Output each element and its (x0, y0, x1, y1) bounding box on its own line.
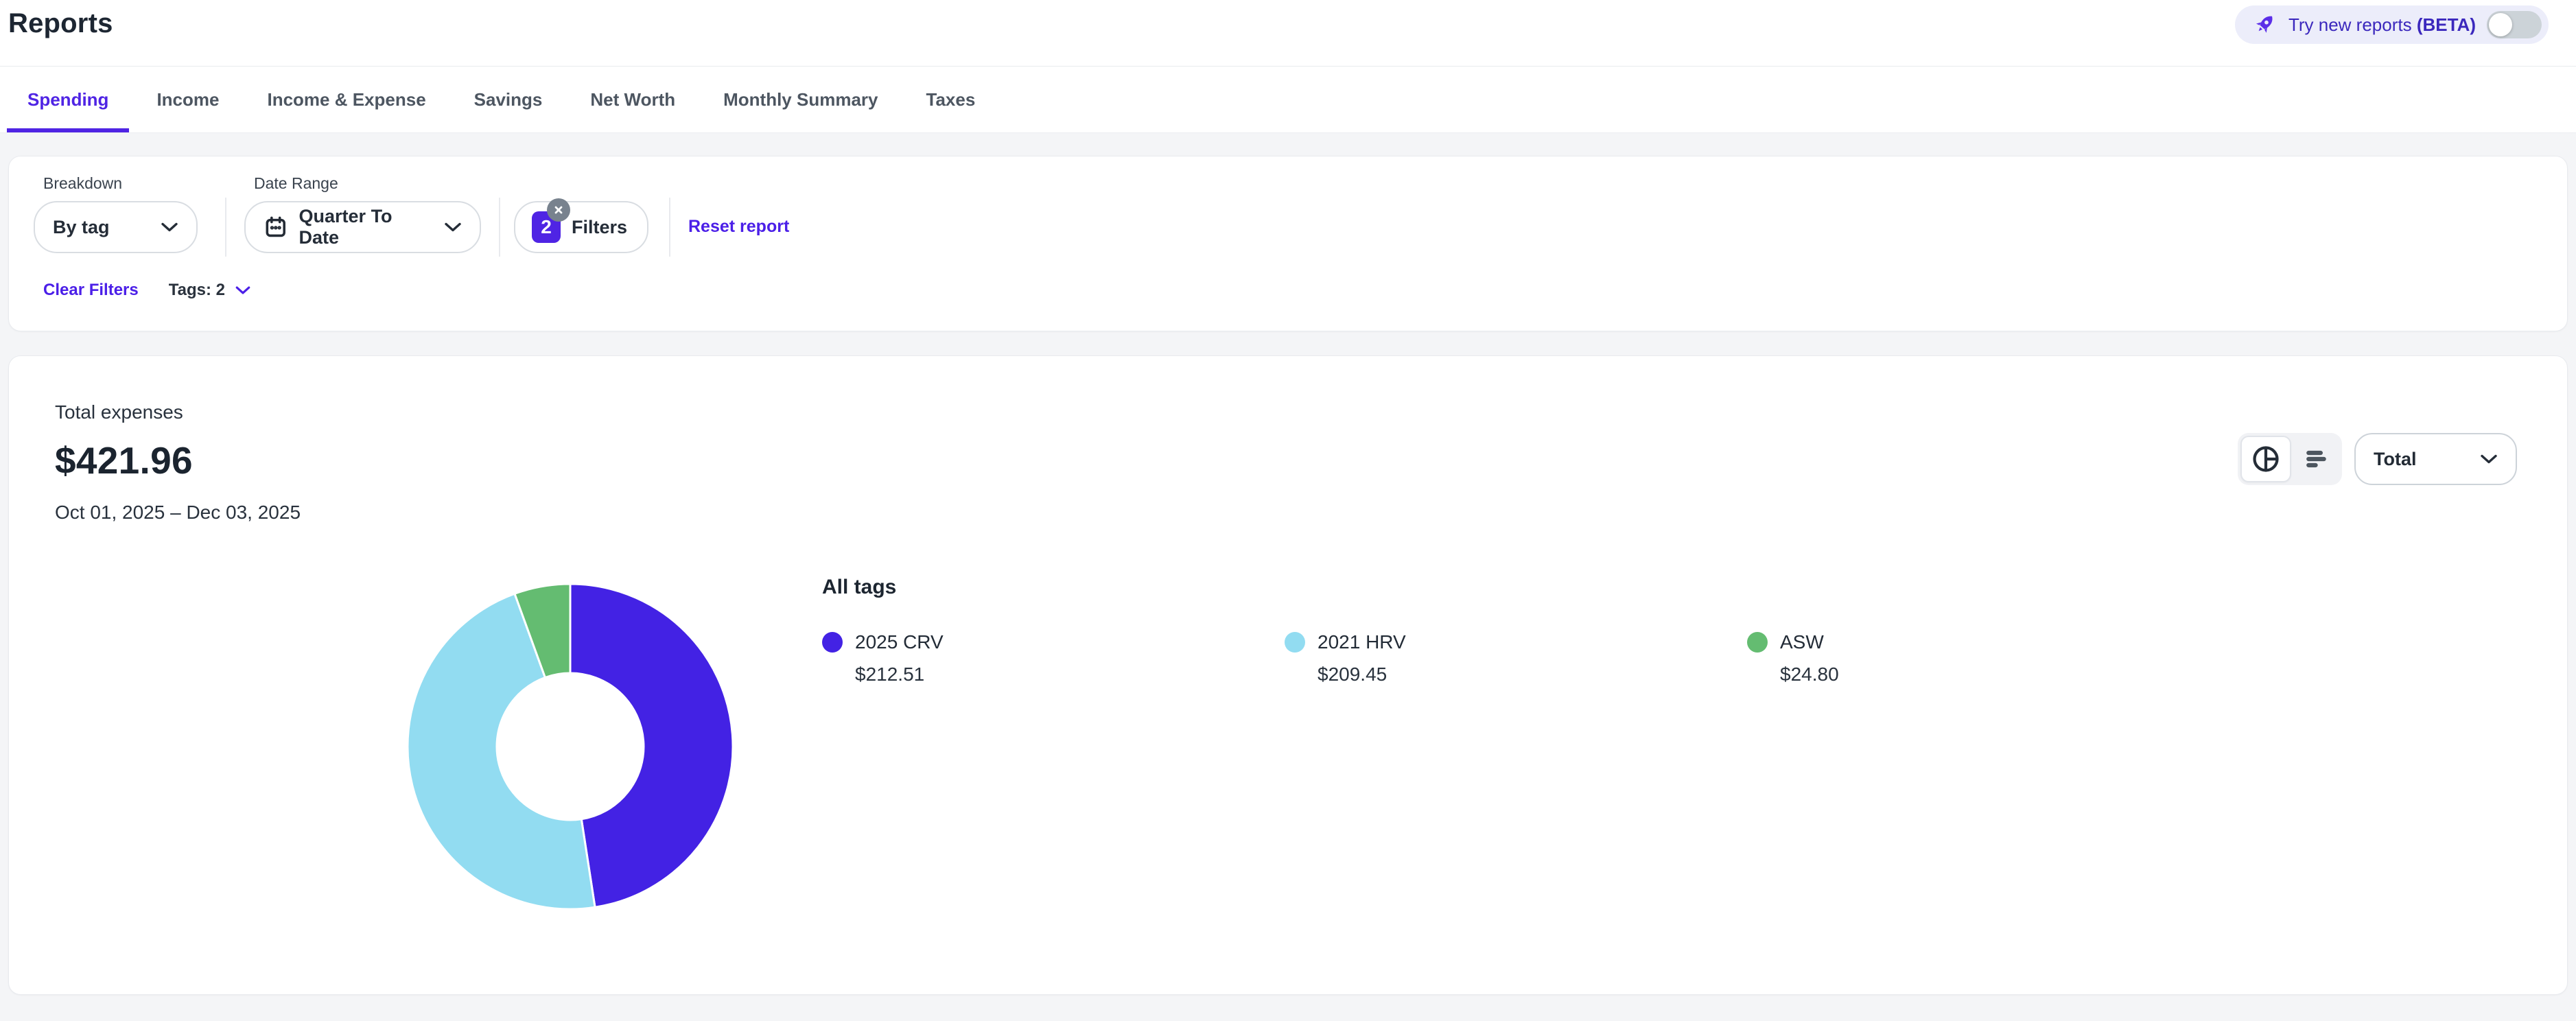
chart-type-toggle (2238, 433, 2342, 485)
chevron-down-icon (235, 286, 250, 294)
applied-filters-row: Clear Filters Tags: 2 (34, 281, 2567, 300)
spending-donut-chart (406, 583, 734, 911)
donut-slice-2025-crv[interactable] (569, 583, 734, 908)
legend-label: ASW (1780, 631, 1824, 653)
filter-row: Breakdown By tag Date Range Quarter To D… (34, 174, 2567, 257)
legend-items: 2025 CRV $212.51 2021 HRV $209.45 ASW $24.80 (822, 631, 2210, 685)
breakdown-group: Breakdown By tag (34, 174, 198, 253)
divider (669, 198, 670, 257)
legend-item[interactable]: ASW $24.80 (1747, 631, 2210, 685)
total-expenses-value: $421.96 (55, 439, 193, 482)
divider (499, 198, 500, 257)
beta-toggle[interactable] (2487, 11, 2542, 38)
date-range-label: Date Range (254, 174, 338, 192)
report-tabs: Spending Income Income & Expense Savings Net… (0, 67, 2576, 133)
clear-filters-link[interactable]: Clear Filters (43, 281, 139, 299)
tab-monthly-summary[interactable]: Monthly Summary (723, 89, 878, 110)
legend-label: 2021 HRV (1318, 631, 1406, 653)
chevron-down-icon (161, 222, 178, 232)
filters-button-label: Filters (572, 216, 628, 237)
report-period: Oct 01, 2025 – Dec 03, 2025 (55, 502, 301, 523)
beta-banner-label: Try new reports (BETA) (2288, 14, 2476, 35)
tab-net-worth[interactable]: Net Worth (590, 89, 676, 110)
legend-value: $209.45 (1318, 664, 1387, 685)
report-card: Total expenses $421.96 Oct 01, 2025 – De… (8, 355, 2568, 995)
report-summary: Total expenses $421.96 Oct 01, 2025 – De… (55, 401, 301, 524)
date-range-select[interactable]: Quarter To Date (244, 201, 481, 253)
legend-dot (1285, 632, 1305, 653)
tags-filter-summary[interactable]: Tags: 2 (169, 281, 251, 300)
donut-slice-2021-hrv[interactable] (406, 592, 596, 911)
tab-spending[interactable]: Spending (7, 67, 130, 132)
legend-title: All tags (822, 576, 897, 598)
tab-income[interactable]: Income (156, 89, 220, 110)
tab-income-expense[interactable]: Income & Expense (267, 89, 426, 110)
pie-chart-toggle[interactable] (2240, 436, 2291, 482)
filter-card: Breakdown By tag Date Range Quarter To D… (8, 156, 2568, 331)
view-mode-select[interactable]: Total (2354, 433, 2517, 485)
legend-label: 2025 CRV (855, 631, 944, 653)
donut-slice-asw[interactable] (513, 583, 572, 679)
filters-button[interactable]: 2 Filters (514, 198, 648, 253)
page-header: Reports Try new reports (BETA) (0, 0, 2576, 67)
chart-controls: Total (2238, 433, 2517, 485)
breakdown-label: Breakdown (43, 174, 123, 192)
date-range-group: Date Range Quarter To Date (226, 174, 481, 253)
date-range-value: Quarter To Date (298, 206, 393, 248)
reset-report-link[interactable]: Reset report (688, 217, 790, 236)
beta-banner[interactable]: Try new reports (BETA) (2234, 5, 2549, 44)
page-title: Reports (8, 8, 113, 38)
breakdown-value: By tag (53, 216, 110, 237)
legend-dot (822, 632, 843, 653)
bar-chart-icon (2306, 450, 2326, 468)
toggle-knob (2489, 13, 2512, 36)
legend-dot (1747, 632, 1768, 653)
legend-item[interactable]: 2025 CRV $212.51 (822, 631, 1285, 685)
calendar-icon (266, 216, 285, 237)
legend-item[interactable]: 2021 HRV $209.45 (1285, 631, 1747, 685)
tab-taxes[interactable]: Taxes (926, 89, 976, 110)
legend-value: $24.80 (1780, 664, 1839, 685)
view-mode-value: Total (2374, 448, 2417, 469)
chevron-down-icon (2481, 454, 2497, 464)
legend-value: $212.51 (855, 664, 925, 685)
total-expenses-label: Total expenses (55, 401, 183, 423)
breakdown-select[interactable]: By tag (34, 201, 198, 253)
chart-legend: All tags 2025 CRV $212.51 2021 HRV $209.45 A… (822, 576, 2210, 685)
pie-chart-icon (2253, 446, 2279, 472)
chevron-down-icon (445, 222, 461, 232)
bar-chart-toggle[interactable] (2291, 436, 2339, 482)
close-icon[interactable] (547, 198, 570, 222)
rocket-icon (2256, 16, 2273, 33)
tab-savings[interactable]: Savings (473, 89, 543, 110)
divider (225, 198, 226, 257)
